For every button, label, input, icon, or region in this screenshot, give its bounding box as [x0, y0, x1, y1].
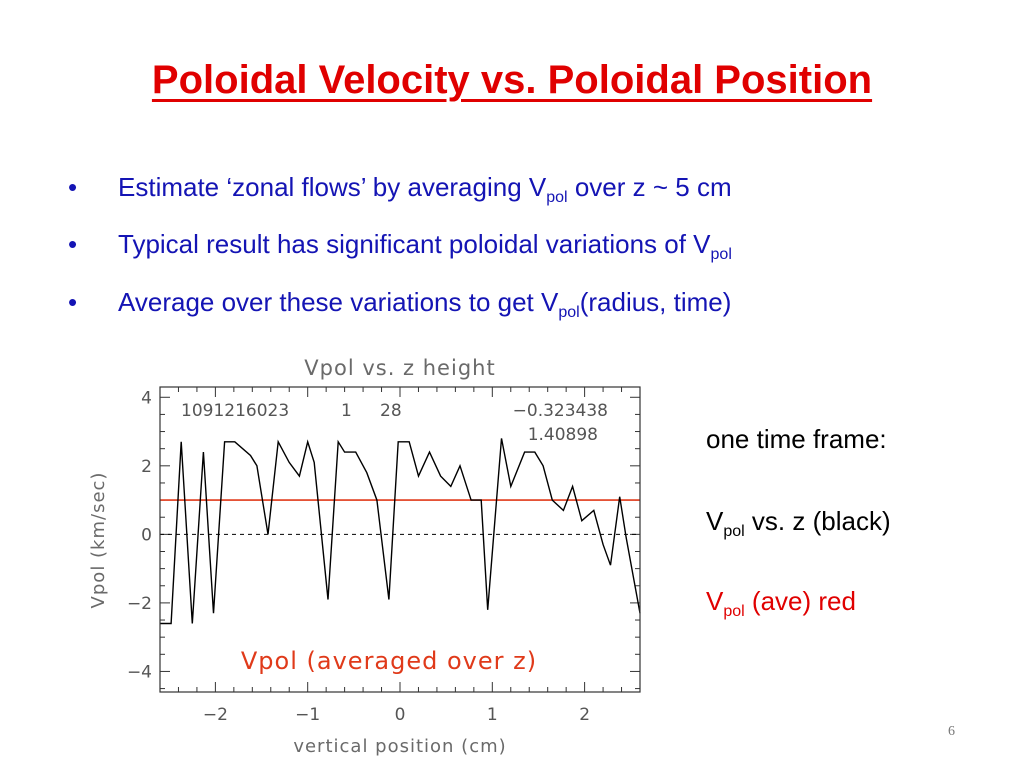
axis-ticks: −2 −1 0 1 2 −4 −2 0 2 4 [127, 387, 641, 725]
plot-frame [159, 386, 641, 693]
y-tick-label: −4 [127, 662, 152, 682]
y-tick-label: 4 [141, 388, 152, 408]
bullet-item: • Estimate ‘zonal flows’ by averaging Vpo… [68, 172, 732, 206]
bullet-text: Typical result has significant poloidal … [118, 229, 711, 259]
annotation-field-b: 28 [380, 401, 402, 421]
annotation-value-b: 1.40898 [528, 425, 598, 445]
x-tick-label: 0 [395, 705, 406, 725]
y-tick-label: −2 [127, 594, 152, 614]
subscript: pol [558, 304, 580, 321]
bullet-text-tail: (radius, time) [579, 287, 732, 317]
vpol-series-line [160, 438, 641, 625]
series-layer [160, 438, 641, 625]
y-axis-label: Vpol (km/sec) [88, 472, 109, 609]
x-tick-label: −2 [203, 705, 228, 725]
reference-lines [160, 499, 640, 535]
y-tick-label: 0 [141, 525, 152, 545]
slide-title: Poloidal Velocity vs. Poloidal Position [151, 58, 873, 102]
subscript: pol [546, 189, 568, 206]
annotation-value-a: −0.323438 [513, 401, 608, 421]
bullet-text: Estimate ‘zonal flows’ by averaging V [118, 172, 547, 202]
chart-title: Vpol vs. z height [304, 356, 495, 380]
note-time-frame: one time frame: [706, 424, 887, 455]
note-text: V [706, 506, 724, 536]
bullet-text-tail: over z ~ 5 cm [567, 172, 732, 202]
bullet-text: Average over these variations to get V [118, 287, 559, 317]
note-text: V [706, 586, 724, 616]
x-tick-label: 2 [579, 705, 590, 725]
bullet-marker: • [68, 229, 78, 259]
x-axis-label: vertical position (cm) [293, 736, 506, 757]
bullet-item: • Typical result has significant poloidal… [68, 229, 732, 263]
subscript: pol [723, 603, 745, 620]
annotation-averaged-label: Vpol (averaged over z) [241, 647, 537, 675]
y-tick-label: 2 [141, 457, 152, 477]
x-tick-label: 1 [487, 705, 498, 725]
bullet-item: • Average over these variations to get Vp… [68, 287, 732, 321]
note-text: one time frame: [706, 424, 887, 454]
subscript: pol [723, 523, 745, 540]
subscript: pol [710, 246, 732, 263]
x-tick-label: −1 [295, 705, 320, 725]
note-vpol-ave-red: Vpol (ave) red [706, 586, 856, 620]
note-vpol-black: Vpol vs. z (black) [706, 506, 891, 540]
annotation-field-a: 1 [341, 401, 352, 421]
note-text-tail: (ave) red [744, 586, 856, 616]
page-number: 6 [948, 724, 955, 739]
bullet-marker: • [68, 172, 78, 202]
bullet-marker: • [68, 287, 78, 317]
note-text-tail: vs. z (black) [744, 506, 891, 536]
annotation-shot-id: 1091216023 [181, 401, 289, 421]
